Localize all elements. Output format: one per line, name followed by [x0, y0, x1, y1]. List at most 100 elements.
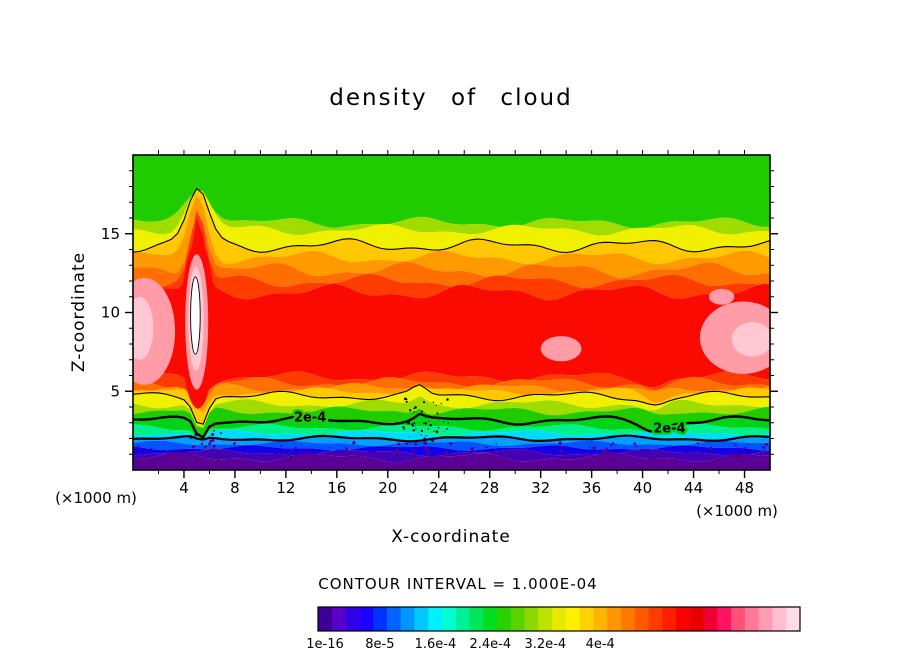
- speckle-dot: [413, 407, 415, 410]
- speckle-dot: [588, 446, 591, 449]
- speckle-dot: [164, 449, 168, 453]
- speckle-dot: [763, 446, 765, 448]
- speckle-dot: [685, 452, 687, 453]
- colorbar-label: 1e-16: [306, 637, 344, 652]
- speckle-dot: [425, 435, 427, 437]
- speckle-dot: [423, 422, 425, 425]
- pink-patch-upper-right: [708, 288, 735, 305]
- speckle-dot: [167, 451, 171, 454]
- speckle-dot: [408, 436, 410, 438]
- x-tick-label: 28: [480, 479, 499, 497]
- colorbar-cell: [524, 607, 539, 631]
- speckle-dot: [307, 450, 310, 453]
- speckle-dot: [352, 441, 356, 445]
- speckle-dot: [734, 443, 737, 447]
- speckle-dot: [360, 453, 364, 457]
- speckle-dot: [142, 450, 145, 452]
- colorbar-cell: [331, 607, 346, 631]
- speckle-dot: [736, 455, 739, 458]
- speckle-dot: [635, 445, 638, 448]
- speckle-dot: [217, 458, 220, 461]
- speckle-dot: [411, 424, 415, 427]
- speckle-dot: [200, 442, 204, 445]
- colorbar-cell: [469, 607, 484, 631]
- speckle-dot: [414, 442, 418, 446]
- speckle-dot: [435, 430, 439, 434]
- speckle-dot: [413, 411, 415, 413]
- density-band: [133, 435, 770, 446]
- speckle-dot: [203, 445, 207, 449]
- speckle-dot: [445, 451, 448, 455]
- speckle-dot: [432, 401, 435, 404]
- colorbar-cell: [414, 607, 429, 631]
- speckle-dot: [438, 419, 440, 421]
- contour-value-labels: 2e-4 2e-4: [291, 408, 688, 439]
- speckle-dot: [743, 448, 745, 450]
- speckle-dot: [189, 453, 192, 455]
- colorbar-label: 8e-5: [365, 637, 394, 652]
- speckle-dot: [415, 428, 417, 430]
- speckle-dot: [470, 447, 474, 451]
- colorbar-cell: [497, 607, 512, 631]
- colorbar-cell: [676, 607, 691, 631]
- speckle-dot: [633, 442, 636, 445]
- colorbar-cell: [579, 607, 594, 631]
- speckle-dot: [213, 429, 216, 432]
- speckle-dot: [446, 428, 448, 430]
- speckle-dot: [203, 450, 206, 453]
- density-band: [133, 452, 770, 470]
- density-features: [133, 241, 770, 409]
- speckle-dot: [504, 452, 508, 456]
- speckle-dot: [313, 459, 315, 461]
- colorbar-cell: [455, 607, 470, 631]
- colorbar-cell: [620, 607, 636, 631]
- speckle-dot: [433, 430, 435, 432]
- colorbar-labels: 1e-16 8e-5 1.6e-4 2.4e-4 3.2e-4 4e-4: [306, 637, 615, 652]
- colorbar-cell: [744, 607, 760, 631]
- density-band: [133, 194, 770, 278]
- speckle-dot: [436, 412, 439, 415]
- speckle-dot: [219, 453, 222, 456]
- speckle-dot: [209, 439, 212, 442]
- speckle-dot: [442, 421, 445, 423]
- density-band: [133, 188, 770, 253]
- x-tick-label: 12: [276, 479, 295, 497]
- speckle-dot: [384, 449, 387, 452]
- x-tick-label: 4: [179, 479, 189, 497]
- density-band: [133, 429, 770, 442]
- speckle-dot: [274, 449, 276, 452]
- speckle-dot: [150, 447, 153, 450]
- x-unit-right: (×1000 m): [696, 502, 778, 520]
- speckle-dot: [553, 448, 555, 451]
- x-tick-label: 36: [582, 479, 601, 497]
- pink-patch-mid: [540, 336, 582, 362]
- speckle-dot: [428, 420, 430, 422]
- x-tick-label: 24: [429, 479, 448, 497]
- speckle-dot: [609, 444, 613, 447]
- y-tick-label: 5: [110, 382, 120, 400]
- speckle-dot: [710, 446, 713, 449]
- speckle-dot: [494, 451, 498, 455]
- speckle-dot: [592, 446, 596, 450]
- speckle-dot: [697, 450, 700, 453]
- speckle-dot: [765, 442, 769, 447]
- colorbar-cell: [689, 607, 704, 631]
- speckle-dot: [351, 451, 355, 455]
- colorbar-cell: [703, 607, 718, 631]
- speckle-dot: [448, 454, 451, 456]
- speckle-dot: [563, 452, 566, 455]
- x-unit-left: (×1000 m): [55, 489, 137, 507]
- contour-line: [133, 434, 770, 443]
- speckle-dot: [485, 445, 488, 449]
- density-band: [133, 188, 770, 265]
- speckle-dot: [682, 449, 685, 451]
- speckle-dot: [709, 451, 712, 454]
- speckle-dot: [189, 450, 191, 452]
- speckle-dot: [219, 432, 223, 435]
- contour-line: [133, 412, 770, 440]
- speckle-dot: [705, 453, 708, 456]
- speckle-dot: [411, 453, 416, 457]
- density-band: [133, 155, 770, 229]
- speckle-dot: [612, 442, 615, 445]
